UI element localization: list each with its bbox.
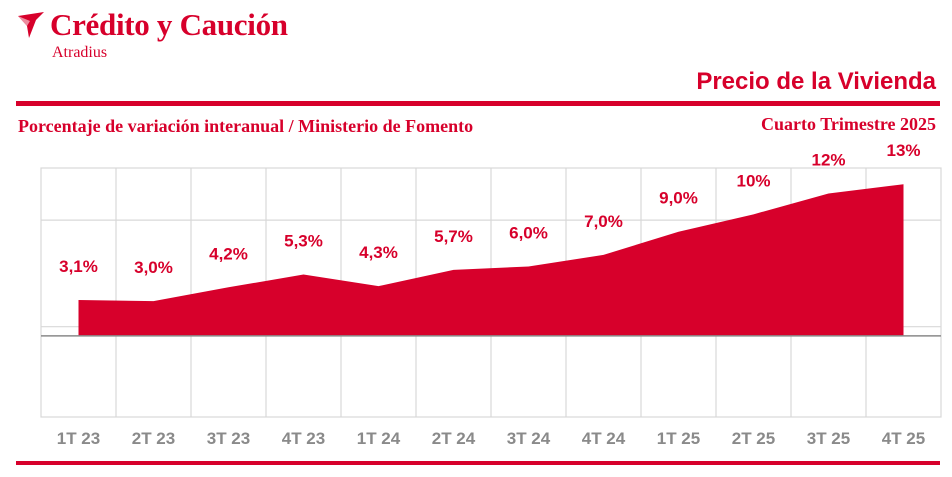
data-label: 3,0% [134, 258, 173, 277]
data-label: 9,0% [659, 189, 698, 208]
page-title: Precio de la Vivienda [696, 68, 936, 95]
period-label: Cuarto Trimestre 2025 [761, 114, 936, 134]
brand-name: Crédito y Caución [50, 7, 288, 42]
data-label: 4,2% [209, 244, 248, 263]
atradius-wing-icon [18, 12, 44, 38]
data-label: 12% [811, 150, 845, 169]
chart-subtitle: Porcentaje de variación interanual / Min… [18, 116, 474, 136]
data-label: 4,3% [359, 243, 398, 262]
data-label: 5,3% [284, 232, 323, 251]
data-label: 13% [886, 141, 920, 160]
x-tick-label: 4T 23 [282, 429, 325, 448]
x-tick-label: 4T 24 [582, 429, 626, 448]
brand-subtitle: Atradius [52, 44, 108, 61]
data-label: 7,0% [584, 212, 623, 231]
x-tick-label: 3T 25 [807, 429, 850, 448]
x-tick-label: 1T 24 [357, 429, 401, 448]
header-divider [16, 101, 940, 106]
x-tick-label: 2T 25 [732, 429, 775, 448]
x-tick-label: 3T 24 [507, 429, 551, 448]
data-label: 3,1% [59, 257, 98, 276]
area-series [78, 184, 904, 336]
data-label: 5,7% [434, 227, 473, 246]
x-tick-label: 4T 25 [882, 429, 925, 448]
x-tick-label: 1T 23 [57, 429, 100, 448]
data-label: 10% [736, 171, 770, 190]
x-tick-label: 1T 25 [657, 429, 700, 448]
x-tick-label: 2T 24 [432, 429, 476, 448]
footer-divider [16, 461, 940, 465]
data-label: 6,0% [509, 223, 548, 242]
x-tick-label: 2T 23 [132, 429, 175, 448]
x-tick-label: 3T 23 [207, 429, 250, 448]
brand-logo: Crédito y Caución [16, 8, 288, 42]
